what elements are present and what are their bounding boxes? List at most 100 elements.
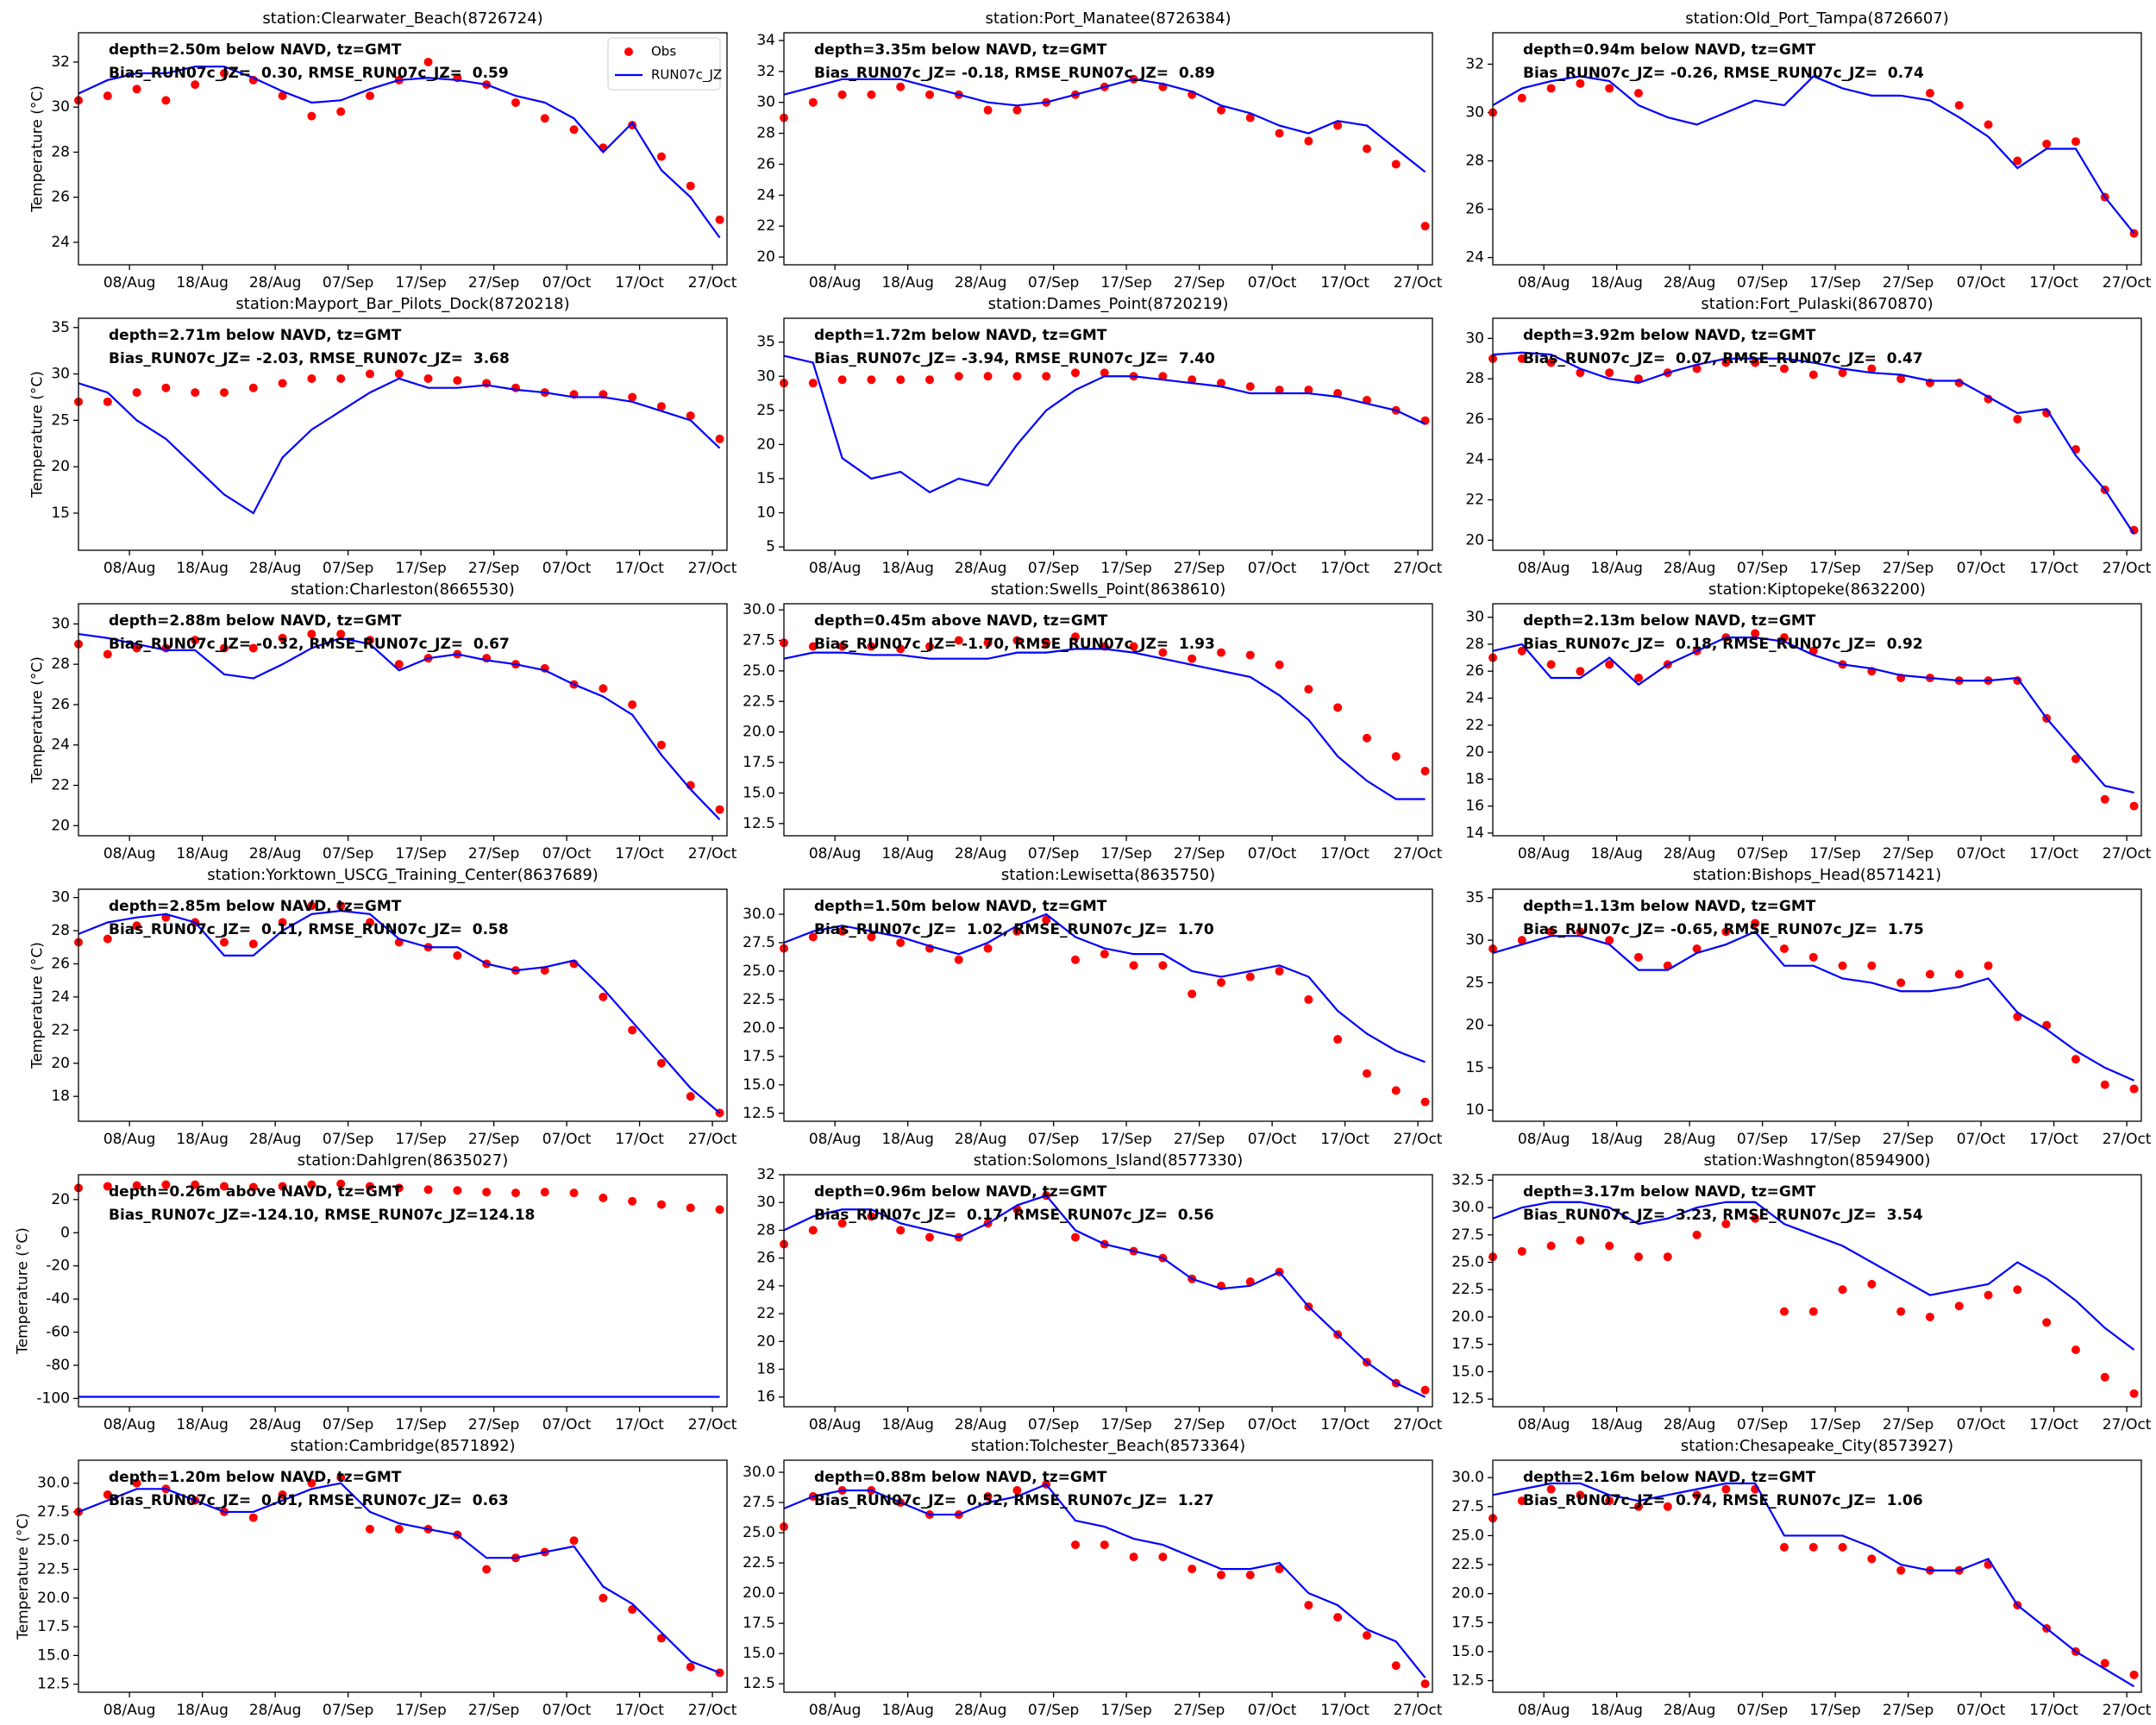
y-tick-label: 22: [1465, 717, 1484, 734]
x-tick-label: 18/Aug: [1590, 1131, 1643, 1148]
obs-point: [1546, 84, 1556, 93]
x-tick-label: 27/Sep: [1174, 1702, 1225, 1719]
x-tick-label: 27/Sep: [468, 560, 519, 577]
obs-point: [1779, 364, 1789, 373]
annotation: depth=3.35m below NAVD, tz=GMT: [814, 41, 1107, 59]
x-tick-label: 28/Aug: [249, 1702, 302, 1719]
x-tick-label: 27/Oct: [2103, 274, 2152, 292]
x-tick-label: 27/Sep: [1174, 1131, 1225, 1148]
obs-point: [954, 372, 963, 381]
obs-point: [808, 932, 818, 942]
obs-point: [1042, 915, 1051, 925]
y-tick-label: 30.0: [1451, 1199, 1484, 1216]
y-tick-label: 24: [51, 737, 70, 754]
obs-point: [1188, 375, 1197, 385]
obs-point: [1304, 386, 1313, 395]
x-tick-label: 07/Sep: [1737, 560, 1788, 577]
annotation: depth=0.88m below NAVD, tz=GMT: [814, 1469, 1107, 1486]
x-tick-label: 07/Oct: [542, 274, 592, 292]
subplot: station:Swells_Point(8638610) 12.5 15.0 17.…: [743, 580, 1443, 862]
x-tick-label: 17/Sep: [395, 1416, 446, 1433]
obs-point: [1100, 950, 1109, 959]
x-tick-label: 18/Aug: [881, 1702, 934, 1719]
y-tick-label: 10: [756, 504, 775, 521]
obs-point: [1721, 927, 1731, 937]
obs-point: [307, 373, 317, 383]
obs-point: [132, 1478, 141, 1488]
y-tick-label: 25: [756, 402, 775, 419]
annotation: Bias_RUN07c_JZ= -1.70, RMSE_RUN07c_JZ= 1…: [814, 636, 1215, 653]
obs-point: [1633, 1252, 1643, 1262]
x-tick-label: 27/Oct: [2103, 560, 2152, 577]
x-tick-label: 08/Aug: [809, 1416, 862, 1433]
y-tick-label: 25.0: [743, 963, 775, 980]
obs-point: [808, 1226, 818, 1235]
x-tick-label: 28/Aug: [1664, 1131, 1716, 1148]
y-tick-label: 20: [1465, 743, 1484, 761]
y-tick-label: 26: [51, 189, 70, 206]
y-tick-label: 35: [51, 319, 70, 336]
obs-point: [423, 57, 433, 66]
axes-frame: [78, 603, 728, 837]
subplot: station:Dames_Point(8720219) 5 10 15 20 25 30 3…: [756, 295, 1442, 577]
x-tick-label: 18/Aug: [176, 1702, 229, 1719]
obs-point: [1546, 1241, 1556, 1251]
x-tick-label: 08/Aug: [809, 845, 862, 862]
obs-point: [1391, 1086, 1401, 1095]
y-tick-label: 18: [756, 1361, 775, 1378]
x-tick-label: 27/Sep: [1174, 1416, 1225, 1433]
obs-point: [1517, 354, 1526, 363]
obs-point: [1158, 961, 1168, 970]
annotation: depth=0.94m below NAVD, tz=GMT: [1523, 41, 1816, 59]
x-tick-label: 17/Sep: [1100, 1131, 1151, 1148]
obs-point: [365, 1524, 374, 1534]
obs-point: [1867, 961, 1877, 970]
obs-point: [1605, 936, 1614, 945]
y-tick-label: 18: [51, 1088, 70, 1105]
obs-point: [2100, 794, 2109, 804]
y-tick-label: 20.0: [1451, 1308, 1484, 1326]
y-tick-label: 20: [51, 458, 70, 475]
axes-frame: [1492, 317, 2142, 551]
obs-point: [1605, 660, 1614, 669]
obs-point: [1042, 638, 1051, 648]
obs-point: [336, 1179, 346, 1189]
y-axis-label: Temperature (°C): [28, 656, 46, 784]
subplot: station:Yorktown_USCG_Training_Center(86…: [28, 866, 736, 1148]
x-tick-label: 18/Aug: [881, 560, 934, 577]
obs-point: [219, 69, 229, 78]
obs-point: [628, 392, 637, 402]
obs-point: [132, 85, 141, 94]
annotation: Bias_RUN07c_JZ= 0.07, RMSE_RUN07c_JZ= 0.…: [1523, 350, 1923, 367]
x-tick-label: 07/Oct: [542, 560, 592, 577]
x-tick-label: 28/Aug: [249, 845, 302, 862]
x-tick-label: 28/Aug: [955, 845, 1007, 862]
x-tick-label: 17/Oct: [1320, 1131, 1369, 1148]
obs-point: [1954, 101, 1964, 110]
axes-frame: [78, 1174, 728, 1408]
x-tick-label: 18/Aug: [1590, 1702, 1643, 1719]
obs-point: [1216, 978, 1225, 988]
obs-point: [1012, 1486, 1022, 1496]
annotation: depth=2.71m below NAVD, tz=GMT: [109, 327, 402, 344]
x-tick-label: 17/Sep: [1100, 845, 1151, 862]
obs-point: [1129, 961, 1138, 970]
x-tick-label: 28/Aug: [249, 1131, 302, 1148]
x-tick-label: 08/Aug: [1518, 560, 1570, 577]
obs-point: [1751, 919, 1760, 928]
x-tick-label: 07/Oct: [1957, 845, 2006, 862]
x-tick-label: 07/Oct: [542, 1131, 592, 1148]
x-tick-label: 27/Oct: [2103, 1131, 2152, 1148]
model-line: [78, 1482, 720, 1674]
obs-point: [1576, 927, 1585, 937]
y-tick-label: 15.0: [1451, 1643, 1484, 1660]
obs-point: [983, 944, 993, 953]
x-tick-label: 27/Sep: [1883, 845, 1934, 862]
x-tick-label: 18/Aug: [176, 1131, 229, 1148]
x-tick-label: 07/Sep: [1028, 560, 1079, 577]
obs-point: [1925, 969, 1934, 979]
y-tick-label: 22: [51, 777, 70, 794]
x-tick-label: 08/Aug: [809, 560, 862, 577]
subplot: station:Port_Manatee(8726384) 20 22 24 26 28 3…: [756, 9, 1442, 292]
